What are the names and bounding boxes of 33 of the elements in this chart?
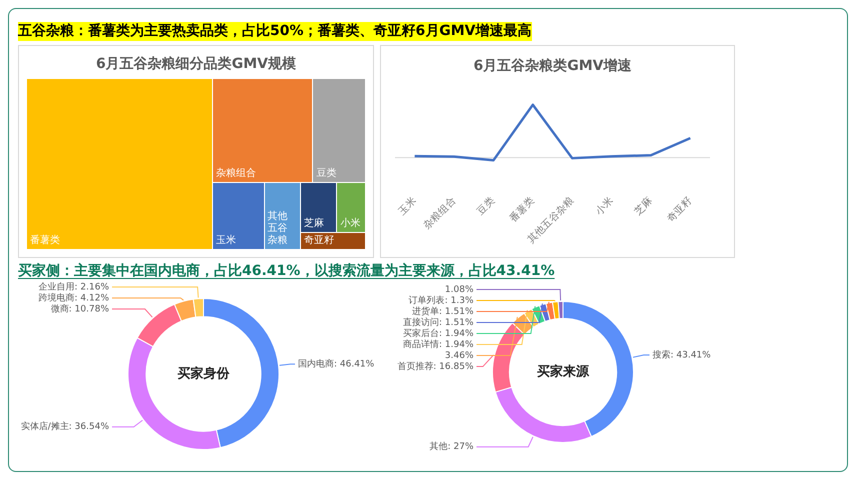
x-tick-label: 奇亚籽 xyxy=(665,196,694,224)
slice-label: 微商: 10.78% xyxy=(50,303,110,314)
category-label: 奇亚籽 xyxy=(304,234,334,247)
category-label: 番薯类 xyxy=(30,235,60,247)
x-tick-label: 杂粮组合 xyxy=(421,194,458,232)
data-label: 3.46% xyxy=(444,350,474,361)
data-label: 1.08% xyxy=(444,284,474,295)
text: 买家来源 xyxy=(537,363,590,380)
text: 6月五谷杂粮细分品类GMV规模 xyxy=(95,55,297,73)
x-tick-label: 玉米 xyxy=(396,194,419,218)
category-label: 杂粮组合 xyxy=(216,168,256,180)
slice-label: 跨境电商: 4.12% xyxy=(38,292,110,304)
slice-label: 直接访问: 1.51% xyxy=(403,316,474,328)
text: 五谷杂粮：番薯类为主要热卖品类，占比50%；番薯类、奇亚籽6月GMV增速最高 xyxy=(18,22,532,41)
x-tick-label: 小米 xyxy=(592,194,616,218)
category-label: 豆类 xyxy=(316,168,336,180)
slice-label: 买家后台: 1.94% xyxy=(403,328,474,339)
slice-label: 搜索: 43.41% xyxy=(652,349,712,360)
slice-label: 实体店/摊主: 36.54% xyxy=(20,421,110,432)
category-label: 玉米 xyxy=(216,234,236,247)
slice-label: 商品详情: 1.94% xyxy=(403,338,474,350)
chart-title: 6月五谷杂粮类GMV增速 xyxy=(474,57,632,74)
text: 买家身份 xyxy=(178,365,230,382)
slice-label: 首页推荐: 16.85% xyxy=(397,360,474,372)
slice-label: 国内电商: 46.41% xyxy=(298,358,375,370)
text: 买家侧：主要集中在国内电商，占比46.41%，以搜索流量为主要来源，占比43.41% xyxy=(18,262,555,281)
slice-label: 订单列表: 1.3% xyxy=(408,294,474,306)
slice-label: 企业自用: 2.16% xyxy=(38,281,110,292)
x-tick-label: 芝麻 xyxy=(632,194,655,218)
slice-label: 其他: 27% xyxy=(430,441,474,452)
x-tick-label: 番薯类 xyxy=(507,194,537,224)
slice-label: 进货单: 1.51% xyxy=(412,306,474,317)
x-tick-label: 豆类 xyxy=(474,194,498,218)
